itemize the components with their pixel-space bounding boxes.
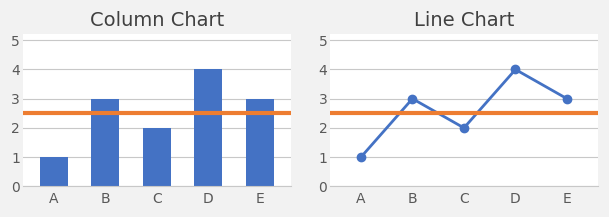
Bar [194,69,222,186]
Bar [143,128,171,186]
Title: Column Chart: Column Chart [90,11,224,30]
Title: Line Chart: Line Chart [414,11,514,30]
Bar [91,99,119,186]
Bar [245,99,274,186]
Bar [40,157,68,186]
